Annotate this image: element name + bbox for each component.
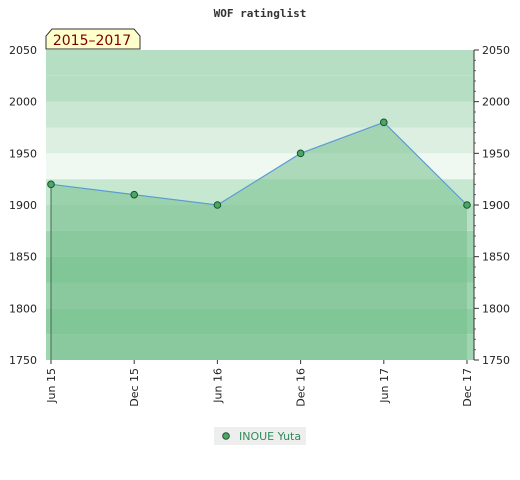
y-tick-label-right: 1900 <box>482 199 510 212</box>
legend-marker-icon <box>222 432 230 440</box>
data-point <box>463 201 471 209</box>
series-line <box>50 121 468 206</box>
x-tick-label: Dec 16 <box>295 368 308 407</box>
x-tick-label: Dec 17 <box>461 368 474 407</box>
x-tick-label: Dec 15 <box>128 368 141 407</box>
y-tick-label-right: 1800 <box>482 302 510 315</box>
data-point <box>130 190 138 199</box>
x-tick-label: Jun 15 <box>45 368 58 404</box>
series-area <box>51 122 467 360</box>
y-tick-label-right: 2050 <box>482 44 510 57</box>
y-tick-label-right: 1950 <box>482 147 510 160</box>
data-point <box>296 149 305 158</box>
data-markers <box>47 118 471 209</box>
data-point <box>380 118 388 127</box>
grid-band <box>46 101 474 128</box>
y-axis-right: 1750 1800 1850 1900 1950 2000 2050 <box>473 44 510 367</box>
y-tick-label-left: 2000 <box>9 96 37 109</box>
y-tick-label-left: 1850 <box>9 251 37 264</box>
legend[interactable]: INOUE Yuta <box>214 427 306 445</box>
data-point <box>213 201 222 209</box>
y-tick-label-right: 2000 <box>482 96 510 109</box>
grid-band <box>46 50 474 76</box>
y-axis-left: 1750 1800 1850 1900 1950 2000 2050 <box>9 44 37 367</box>
x-axis: Jun 15 Dec 15 Jun 16 Dec 16 Jun 17 Dec 17 <box>45 360 474 407</box>
period-badge: 2015–2017 <box>45 28 141 50</box>
y-tick-label-left: 1950 <box>9 147 37 160</box>
y-tick-label-left: 1800 <box>9 302 37 315</box>
data-point <box>47 180 55 189</box>
period-badge-text: 2015–2017 <box>53 33 131 49</box>
x-tick-label: Jun 16 <box>211 368 224 404</box>
y-tick-label-right: 1850 <box>482 251 510 264</box>
y-tick-label-left: 2050 <box>9 44 37 57</box>
y-tick-label-right: 1750 <box>482 354 510 367</box>
y-tick-label-left: 1750 <box>9 354 37 367</box>
x-tick-label: Jun 17 <box>378 368 391 404</box>
legend-label: INOUE Yuta <box>239 430 301 443</box>
y-tick-label-left: 1900 <box>9 199 37 212</box>
chart-title: WOF ratinglist <box>214 7 307 20</box>
grid-band <box>46 75 474 102</box>
